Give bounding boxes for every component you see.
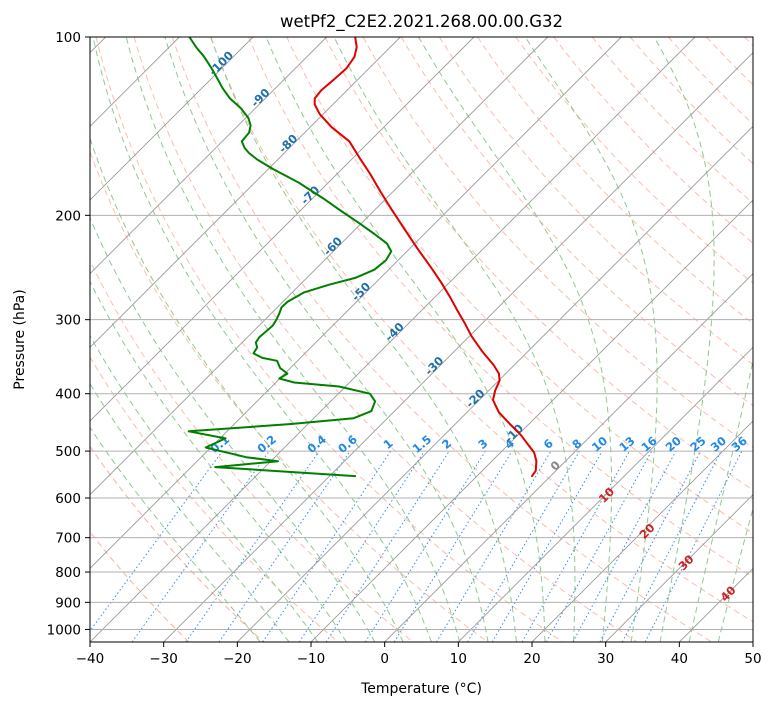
- moist-adiabat-line: [90, 382, 290, 642]
- x-tick-label: 40: [671, 651, 688, 667]
- moist-adiabat-line: [92, 37, 432, 642]
- mixing-ratio-line: [467, 450, 580, 642]
- isotherm-line: [90, 37, 254, 201]
- moist-adiabat-line: [90, 426, 261, 642]
- y-tick-label: 100: [55, 30, 81, 46]
- moist-adiabat-line: [265, 37, 546, 642]
- y-axis: 100 200 300 400 500 600 700 800 900 1000: [47, 30, 90, 638]
- x-tick-label: −20: [223, 651, 252, 667]
- isobar-gridlines: [90, 37, 753, 630]
- isotherm-line: [237, 125, 753, 642]
- x-axis-label: Temperature (°C): [360, 681, 482, 697]
- moist-adiabat-line: [90, 136, 404, 642]
- y-tick-label: 700: [55, 531, 81, 547]
- mixing-ratio-line: [325, 450, 450, 642]
- dry-adiabat-line: [133, 37, 638, 642]
- x-tick-label: 20: [523, 651, 540, 667]
- isotherm-line: [163, 52, 753, 642]
- mixing-ratio-line: [218, 450, 351, 642]
- dry-adiabat-line: [324, 37, 753, 491]
- y-tick-label: 300: [55, 313, 81, 329]
- dry-adiabat-line: [591, 37, 753, 204]
- y-axis-label: Pressure (hPa): [12, 289, 28, 389]
- moist-adiabat-line: [90, 280, 347, 642]
- mixing-ratio-line: [435, 450, 552, 642]
- moist-adiabats: [90, 37, 753, 642]
- isotherm-line: [90, 37, 696, 642]
- dry-adiabat-line: [553, 37, 753, 244]
- dry-adiabat-line: [90, 150, 488, 642]
- y-tick-label: 1000: [47, 622, 81, 638]
- moist-adiabat-line: [125, 37, 461, 642]
- dry-adiabat-line: [90, 356, 339, 642]
- mixing-ratio-line: [364, 450, 486, 642]
- isotherm-line: [90, 37, 475, 422]
- y-tick-label: 500: [55, 444, 81, 460]
- moist-adiabat-line: [653, 37, 715, 642]
- moist-adiabat-line: [418, 37, 613, 642]
- y-tick-label: 600: [55, 491, 81, 507]
- isotherm-line: [310, 199, 753, 642]
- moist-adiabat-line: [90, 216, 376, 642]
- x-tick-label: 30: [597, 651, 614, 667]
- dewpoint-profile-line: [187, 37, 393, 478]
- isotherm-line: [384, 273, 753, 642]
- dry-adiabat-line: [400, 37, 753, 407]
- y-tick-label: 200: [55, 208, 81, 224]
- temperature-profile-line: [313, 37, 538, 478]
- plot-area: 0.1 0.2 0.4 0.6 1 1.5 2 3 4 6 8 10 13 16 20 25 30 36 -100…: [90, 37, 753, 642]
- dry-adiabat-line: [210, 37, 753, 623]
- isotherms: [90, 37, 753, 642]
- dry-adiabat-line: [95, 37, 563, 642]
- dry-adiabat-line: [438, 37, 753, 366]
- mixing-ratio-line: [572, 450, 677, 642]
- moist-adiabat-line: [90, 334, 319, 642]
- mixing-ratio-line: [521, 450, 630, 642]
- moist-adiabat-line: [164, 37, 489, 642]
- y-tick-label: 400: [55, 387, 81, 403]
- x-tick-label: −30: [149, 651, 178, 667]
- plot-frame: [89, 36, 754, 643]
- mixing-ratio-line: [491, 450, 603, 642]
- x-tick-label: −10: [297, 651, 326, 667]
- moist-adiabat-line: [688, 358, 753, 642]
- y-tick-label: 900: [55, 595, 81, 611]
- moist-adiabat-line: [333, 37, 576, 642]
- moist-adiabat-line: [210, 37, 517, 642]
- x-tick-label: 10: [450, 651, 467, 667]
- isotherm-line: [458, 346, 753, 642]
- isotherm-line: [90, 37, 327, 275]
- moist-adiabat-line: [524, 37, 658, 642]
- x-tick-label: 50: [744, 651, 761, 667]
- isotherm-line: [531, 420, 753, 642]
- isotherm-line: [90, 37, 401, 348]
- x-axis: −40 −30 −20 −10 0 10 20 30 40 50: [76, 642, 762, 667]
- x-tick-label: −40: [76, 651, 105, 667]
- dry-adiabat-line: [90, 259, 414, 642]
- y-tick-label: 800: [55, 565, 81, 581]
- mixing-ratio-line: [185, 450, 320, 642]
- dry-adiabat-line: [286, 37, 753, 534]
- isotherm-line: [90, 37, 622, 569]
- dry-adiabat-line: [171, 37, 712, 642]
- moist-adiabat-line: [717, 506, 753, 642]
- chart-title: wetPf2_C2E2.2021.268.00.00.G32: [280, 12, 563, 32]
- dry-adiabat-line: [90, 445, 264, 642]
- dry-adiabat-line: [248, 37, 753, 578]
- mixing-ratio-line: [393, 450, 513, 642]
- isotherm-line: [605, 494, 753, 642]
- isotherm-line: [90, 37, 548, 496]
- profile-series: [187, 37, 538, 478]
- dry-adiabats: [90, 37, 753, 642]
- x-tick-label: 0: [380, 651, 389, 667]
